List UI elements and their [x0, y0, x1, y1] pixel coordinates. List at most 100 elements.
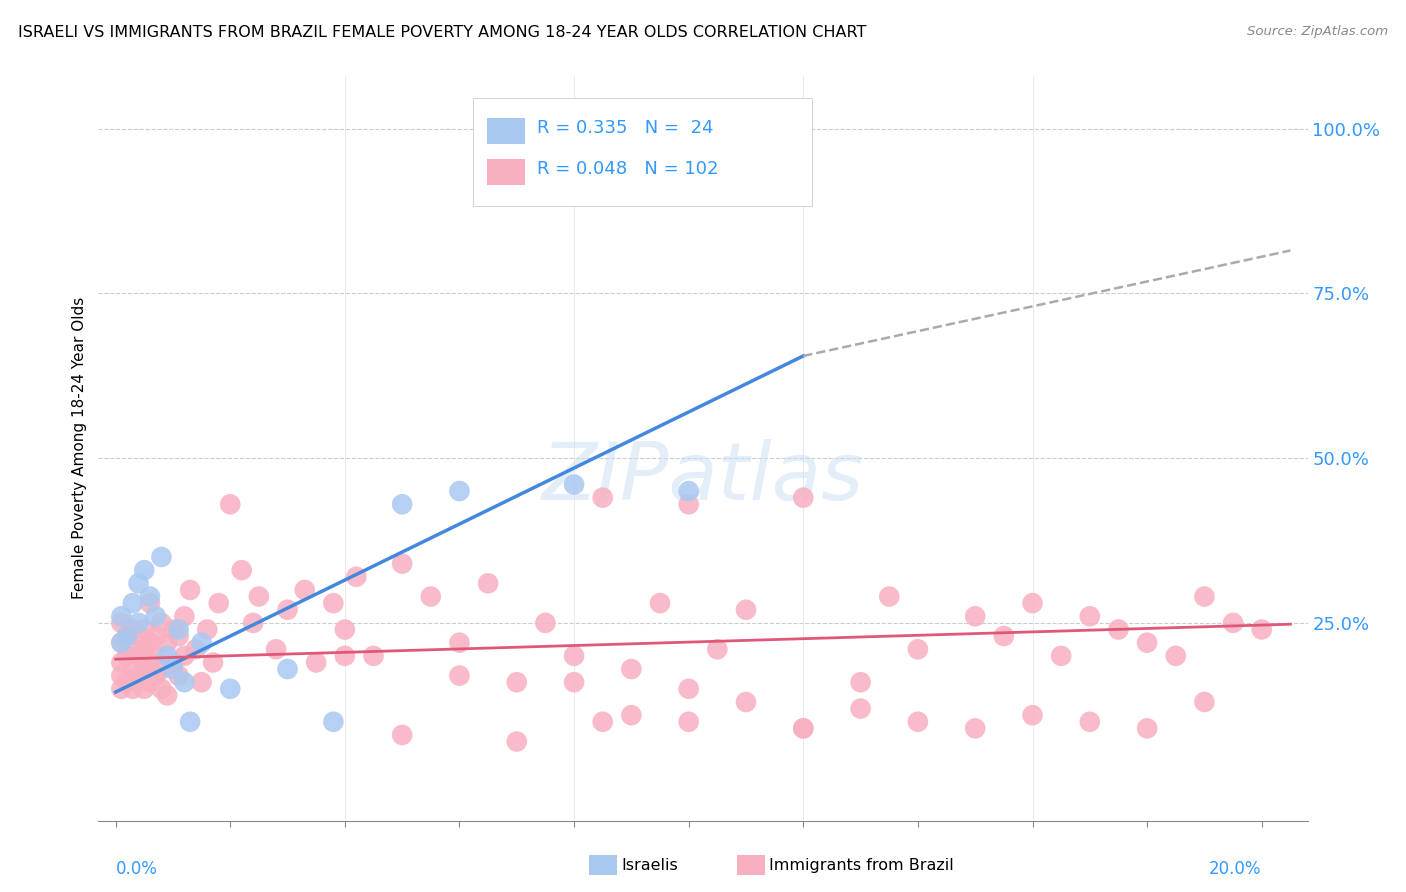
- Point: [1250, 623, 1272, 637]
- Point: [706, 642, 728, 657]
- Point: [1107, 623, 1129, 637]
- Point: [134, 623, 156, 637]
- Point: [907, 642, 929, 657]
- Point: [121, 681, 143, 696]
- Text: Israelis: Israelis: [621, 858, 678, 872]
- Point: [1194, 695, 1216, 709]
- Point: [333, 623, 356, 637]
- Point: [162, 656, 184, 670]
- Point: [145, 629, 167, 643]
- Point: [333, 648, 356, 663]
- Point: [139, 590, 162, 604]
- Text: R = 0.335   N =  24: R = 0.335 N = 24: [537, 119, 714, 137]
- Point: [735, 695, 758, 709]
- Point: [110, 635, 132, 649]
- Point: [993, 629, 1015, 643]
- Point: [391, 728, 413, 742]
- Point: [121, 623, 143, 637]
- Point: [134, 642, 156, 657]
- Point: [134, 662, 156, 676]
- Point: [162, 662, 184, 676]
- Point: [449, 668, 471, 682]
- Point: [562, 648, 585, 663]
- Point: [1021, 708, 1043, 723]
- Point: [156, 648, 179, 663]
- Point: [139, 675, 162, 690]
- Point: [242, 615, 264, 630]
- Text: Source: ZipAtlas.com: Source: ZipAtlas.com: [1247, 25, 1388, 38]
- Point: [449, 484, 471, 499]
- Point: [620, 708, 643, 723]
- Point: [184, 642, 207, 657]
- Point: [792, 491, 814, 505]
- Text: R = 0.048   N = 102: R = 0.048 N = 102: [537, 160, 718, 178]
- Point: [115, 675, 138, 690]
- Point: [792, 722, 814, 736]
- Point: [562, 675, 585, 690]
- Point: [219, 681, 242, 696]
- Point: [1136, 635, 1159, 649]
- Point: [128, 615, 150, 630]
- Point: [156, 635, 179, 649]
- Point: [391, 497, 413, 511]
- Point: [1021, 596, 1043, 610]
- Point: [128, 629, 150, 643]
- Point: [344, 570, 367, 584]
- Point: [219, 497, 242, 511]
- Point: [678, 497, 700, 511]
- Text: 20.0%: 20.0%: [1209, 860, 1261, 878]
- Point: [264, 642, 287, 657]
- Point: [190, 675, 212, 690]
- Point: [167, 629, 190, 643]
- Point: [1164, 648, 1187, 663]
- Point: [534, 615, 557, 630]
- Point: [150, 615, 173, 630]
- Point: [110, 668, 132, 682]
- Point: [247, 590, 270, 604]
- Point: [419, 590, 441, 604]
- Point: [110, 609, 132, 624]
- Point: [110, 615, 132, 630]
- FancyBboxPatch shape: [474, 98, 811, 206]
- Point: [167, 668, 190, 682]
- Point: [173, 648, 195, 663]
- Point: [139, 635, 162, 649]
- Point: [179, 582, 201, 597]
- Point: [648, 596, 671, 610]
- FancyBboxPatch shape: [486, 159, 526, 186]
- Point: [1222, 615, 1244, 630]
- Point: [139, 596, 162, 610]
- Point: [139, 656, 162, 670]
- Point: [190, 635, 212, 649]
- Point: [592, 714, 614, 729]
- Point: [121, 596, 143, 610]
- Point: [179, 714, 201, 729]
- Point: [592, 121, 614, 136]
- Point: [1078, 609, 1101, 624]
- Point: [202, 656, 225, 670]
- Point: [849, 675, 872, 690]
- Point: [208, 596, 231, 610]
- Point: [322, 596, 344, 610]
- Text: Immigrants from Brazil: Immigrants from Brazil: [769, 858, 953, 872]
- Point: [110, 635, 132, 649]
- Point: [965, 722, 987, 736]
- Point: [115, 629, 138, 643]
- Point: [506, 675, 529, 690]
- Point: [150, 662, 173, 676]
- Point: [134, 681, 156, 696]
- Point: [150, 681, 173, 696]
- Point: [735, 603, 758, 617]
- Point: [173, 609, 195, 624]
- Point: [145, 609, 167, 624]
- Point: [128, 576, 150, 591]
- Point: [322, 714, 344, 729]
- Point: [277, 603, 299, 617]
- Point: [391, 557, 413, 571]
- Point: [134, 563, 156, 577]
- Y-axis label: Female Poverty Among 18-24 Year Olds: Female Poverty Among 18-24 Year Olds: [72, 297, 87, 599]
- Point: [115, 648, 138, 663]
- Point: [792, 722, 814, 736]
- Point: [965, 609, 987, 624]
- Point: [167, 623, 190, 637]
